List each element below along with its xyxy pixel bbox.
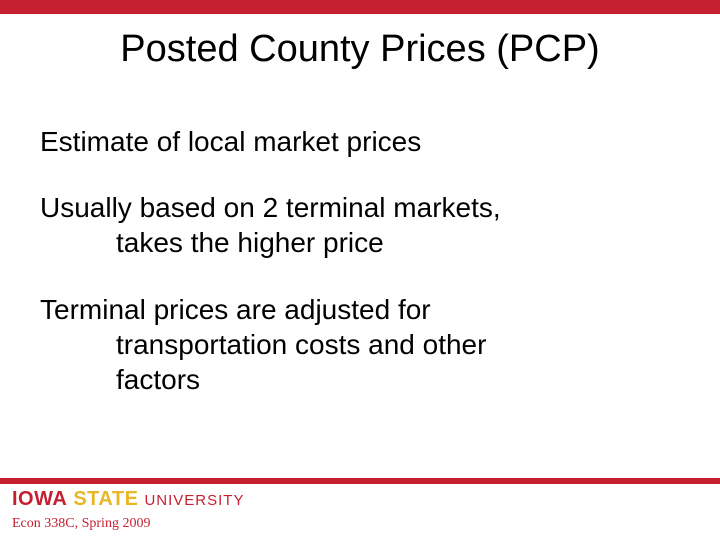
body-paragraph: Terminal prices are adjusted fortranspor… xyxy=(40,292,486,397)
logo-iowa-text: IOWA xyxy=(12,488,67,511)
footer-course-text: Econ 338C, Spring 2009 xyxy=(12,516,150,532)
footer-accent-bar xyxy=(0,478,720,484)
slide-title: Posted County Prices (PCP) xyxy=(0,28,720,71)
body-line: Terminal prices are adjusted for xyxy=(40,292,486,327)
slide: Posted County Prices (PCP) Estimate of l… xyxy=(0,0,720,540)
body-line: factors xyxy=(40,362,486,397)
logo-state-text: STATE xyxy=(73,488,138,511)
university-logo: IOWA STATE UNIVERSITY xyxy=(12,488,244,511)
body-line: Usually based on 2 terminal markets, xyxy=(40,190,501,225)
body-line: Estimate of local market prices xyxy=(40,124,421,159)
body-line: transportation costs and other xyxy=(40,327,486,362)
logo-university-text: UNIVERSITY xyxy=(144,492,244,509)
body-paragraph: Estimate of local market prices xyxy=(40,124,421,159)
body-line: takes the higher price xyxy=(40,225,501,260)
body-paragraph: Usually based on 2 terminal markets,take… xyxy=(40,190,501,260)
top-accent-bar xyxy=(0,0,720,14)
